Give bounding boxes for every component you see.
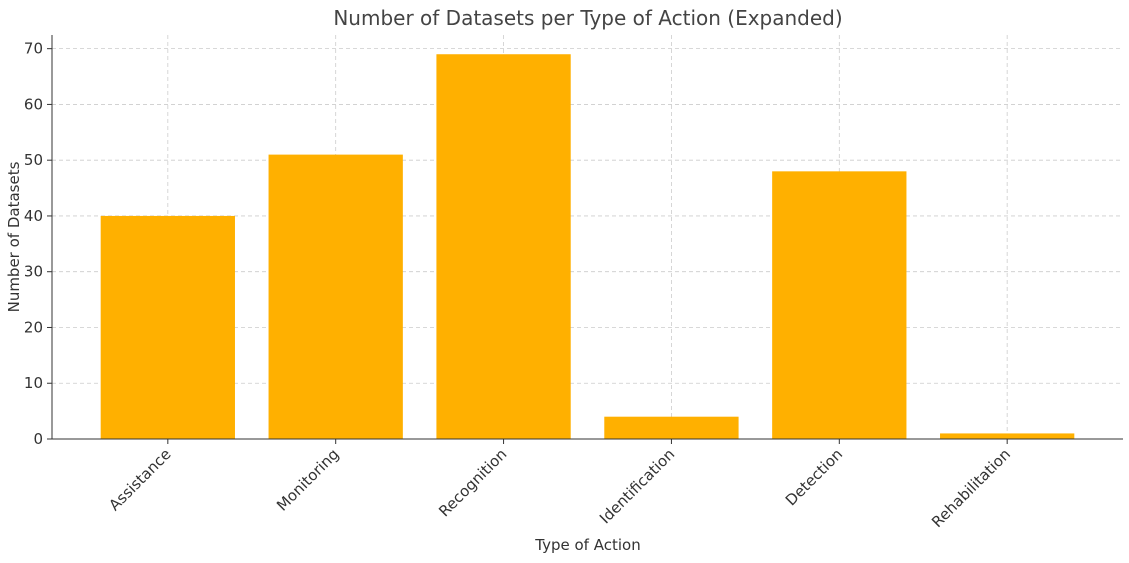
y-tick-label: 70 <box>24 40 43 58</box>
y-tick-label: 40 <box>24 207 43 225</box>
x-tick-label: Detection <box>782 445 846 509</box>
bar <box>772 171 907 439</box>
x-tick-label: Recognition <box>435 445 510 520</box>
x-tick-label: Rehabilitation <box>928 445 1014 531</box>
chart-title: Number of Datasets per Type of Action (E… <box>333 6 842 30</box>
bar <box>436 54 571 439</box>
y-tick-label: 0 <box>33 430 43 448</box>
x-axis-label: Type of Action <box>534 536 640 554</box>
x-tick-label: Assistance <box>105 445 174 514</box>
x-tick-label: Monitoring <box>273 445 342 514</box>
bar <box>940 433 1075 439</box>
y-axis-label: Number of Datasets <box>5 161 23 312</box>
bar <box>604 416 739 439</box>
y-tick-label: 60 <box>24 95 43 113</box>
y-tick-label: 20 <box>24 318 43 336</box>
y-tick-label: 10 <box>24 374 43 392</box>
bar <box>268 154 403 439</box>
y-tick-label: 50 <box>24 151 43 169</box>
x-tick-label: Identification <box>596 445 678 527</box>
y-tick-label: 30 <box>24 263 43 281</box>
bar <box>100 215 235 439</box>
